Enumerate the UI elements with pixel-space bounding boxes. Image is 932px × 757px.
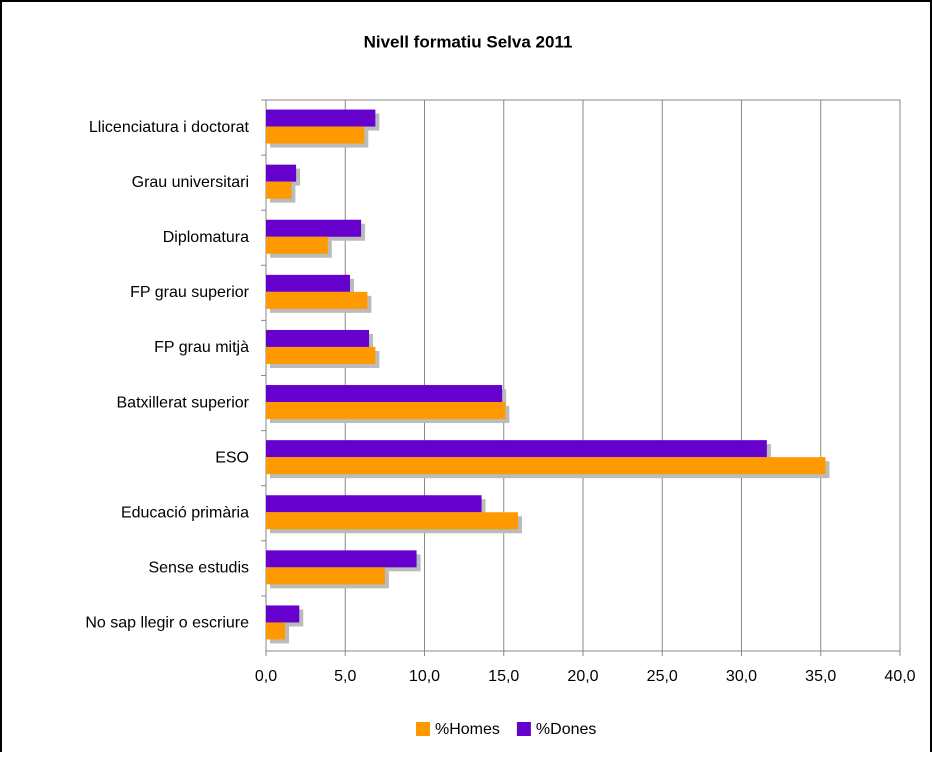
legend-swatch: [516, 722, 531, 736]
y-tick-label: No sap llegir o escriure: [85, 615, 249, 632]
bar: [266, 550, 417, 568]
bar: [266, 385, 503, 403]
x-tick-label: 40,0: [884, 668, 915, 685]
legend-label: %Homes: [435, 721, 500, 738]
bar: [266, 219, 362, 237]
bar: [266, 567, 385, 585]
bar: [266, 402, 506, 420]
bar: [266, 329, 370, 347]
bar: [266, 236, 328, 254]
bar: [266, 495, 482, 513]
bar: [266, 440, 767, 458]
bar: [266, 457, 826, 475]
x-tick-label: 25,0: [647, 668, 678, 685]
y-tick-label: Sense estudis: [148, 560, 249, 577]
y-tick-label: Llicenciatura i doctorat: [89, 119, 250, 136]
y-tick-label: FP grau mitjà: [154, 339, 249, 356]
bar: [266, 512, 519, 530]
x-tick-label: 30,0: [726, 668, 757, 685]
x-tick-label: 20,0: [567, 668, 598, 685]
x-tick-label: 15,0: [488, 668, 519, 685]
y-tick-label: ESO: [215, 449, 249, 466]
x-tick-label: 5,0: [334, 668, 356, 685]
bar: [266, 346, 376, 364]
bar: [266, 109, 376, 127]
x-tick-label: 0,0: [255, 668, 277, 685]
bar: [266, 274, 351, 292]
legend-swatch: [416, 722, 430, 736]
bar: [266, 291, 368, 309]
chart-title: Nivell formatiu Selva 2011: [364, 32, 573, 51]
y-tick-label: Educació primària: [121, 504, 249, 521]
y-tick-label: Batxillerat superior: [117, 394, 250, 411]
x-tick-label: 10,0: [409, 668, 440, 685]
y-tick-label: FP grau superior: [130, 284, 250, 301]
bar: [266, 622, 286, 640]
bar: [266, 126, 365, 144]
bar: [266, 181, 292, 199]
y-tick-label: Grau universitari: [132, 174, 249, 191]
y-tick-label: Diplomatura: [163, 229, 249, 246]
bar: [266, 605, 300, 623]
legend-label: %Dones: [536, 721, 596, 738]
bar: [266, 164, 297, 182]
x-tick-label: 35,0: [805, 668, 836, 685]
